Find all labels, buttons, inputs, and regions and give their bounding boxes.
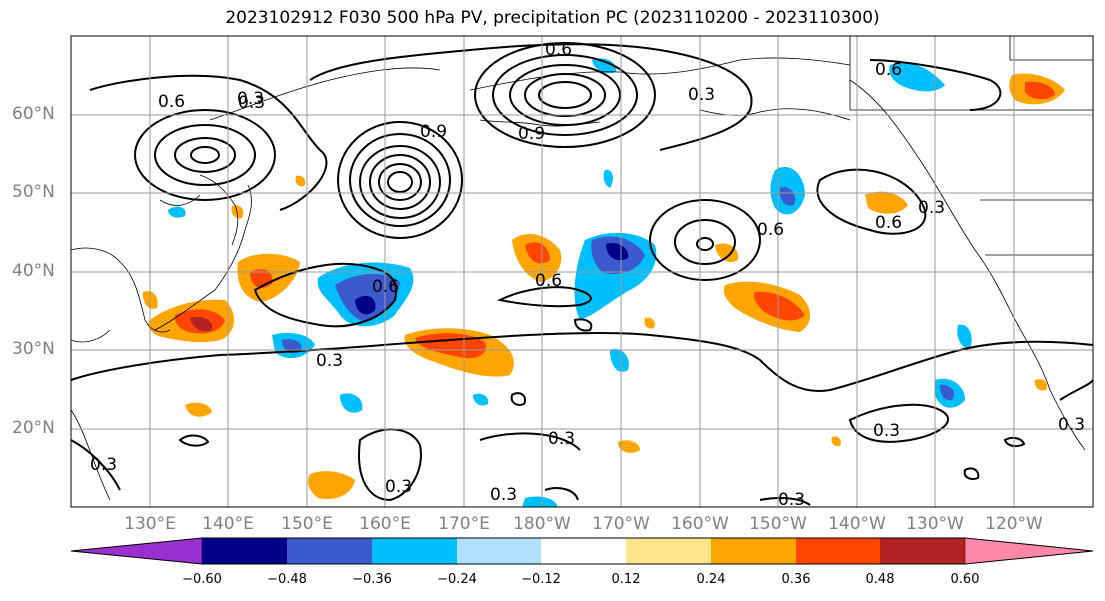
lon-label: 150°E xyxy=(281,514,333,534)
contour-label: 0.9 xyxy=(518,124,545,144)
contour-label: 0.3 xyxy=(918,198,945,218)
colorbar-tick-label: −0.60 xyxy=(182,572,222,587)
lat-label: 60°N xyxy=(12,104,55,124)
colorbar-tick-label: 0.36 xyxy=(781,572,811,587)
lon-label: 150°W xyxy=(749,514,807,534)
lon-label: 160°W xyxy=(671,514,729,534)
colorbar-tick-label: 0.60 xyxy=(950,572,980,587)
lat-label: 30°N xyxy=(12,339,55,359)
colorbar-tick-label: −0.12 xyxy=(521,572,561,587)
contour-label: 0.3 xyxy=(238,93,265,113)
colorbar-bin xyxy=(796,538,880,564)
lon-label: 140°E xyxy=(202,514,254,534)
colorbar-tick-label: 0.48 xyxy=(865,572,895,587)
colorbar-bin xyxy=(372,538,457,564)
precip-shading xyxy=(142,58,1065,507)
lat-label: 50°N xyxy=(12,182,55,202)
contour-label: 0.3 xyxy=(873,421,900,441)
contour-label: 0.3 xyxy=(316,351,343,371)
colorbar-tick-label: −0.24 xyxy=(437,572,477,587)
colorbar-bin xyxy=(880,538,965,564)
colorbar-bin xyxy=(202,538,287,564)
map-title: 2023102912 F030 500 hPa PV, precipitatio… xyxy=(225,8,880,28)
colorbar-bin xyxy=(287,538,372,564)
colorbar-bin xyxy=(711,538,796,564)
contour-label: 0.3 xyxy=(548,429,575,449)
colorbar-bin xyxy=(626,538,711,564)
lon-label: 120°W xyxy=(985,514,1043,534)
colorbar-min-extend xyxy=(70,537,203,565)
colorbar-max-extend xyxy=(964,537,1094,565)
lon-label: 180°W xyxy=(513,514,571,534)
colorbar-tick-label: 0.24 xyxy=(696,572,726,587)
contour-label: 0.3 xyxy=(1058,415,1085,435)
pv-contours xyxy=(70,42,1094,506)
colorbar-bin xyxy=(541,538,626,564)
colorbar-tick-label: −0.48 xyxy=(267,572,307,587)
colorbar-tick-label: 0.12 xyxy=(611,572,641,587)
lon-label: 130°W xyxy=(906,514,964,534)
lon-label: 160°E xyxy=(359,514,411,534)
lat-label: 40°N xyxy=(12,261,55,281)
coastlines xyxy=(70,57,1086,501)
lat-label: 20°N xyxy=(12,418,55,438)
contour-label: 0.3 xyxy=(688,85,715,105)
lon-label: 130°E xyxy=(124,514,176,534)
contour-label: 0.6 xyxy=(875,213,902,233)
lon-label: 140°W xyxy=(828,514,886,534)
boundaries xyxy=(849,36,1093,256)
contour-label: 0.3 xyxy=(385,477,412,497)
contour-label: 0.3 xyxy=(237,89,264,109)
contour-labels: 0.6 0.3 0.9 0.6 0.3 0.6 0.3 0.3 0.3 0.3 … xyxy=(90,40,1085,510)
contour-label: 0.3 xyxy=(90,455,117,475)
colorbar xyxy=(70,537,1094,565)
contour-label: 0.3 xyxy=(778,490,805,510)
contour-label: 0.9 xyxy=(420,122,447,142)
colorbar-bin xyxy=(457,538,541,564)
contour-label: 0.6 xyxy=(535,271,562,291)
contour-label: 0.3 xyxy=(490,485,517,505)
contour-label: 0.6 xyxy=(158,92,185,112)
contour-label: 0.6 xyxy=(372,277,399,297)
graticule xyxy=(71,36,1093,507)
contour-label: 0.6 xyxy=(757,220,784,240)
contour-label: 0.6 xyxy=(545,40,572,60)
lon-label: 170°W xyxy=(592,514,650,534)
contour-label: 0.6 xyxy=(875,60,902,80)
lon-label: 170°E xyxy=(438,514,490,534)
colorbar-tick-label: −0.36 xyxy=(352,572,392,587)
